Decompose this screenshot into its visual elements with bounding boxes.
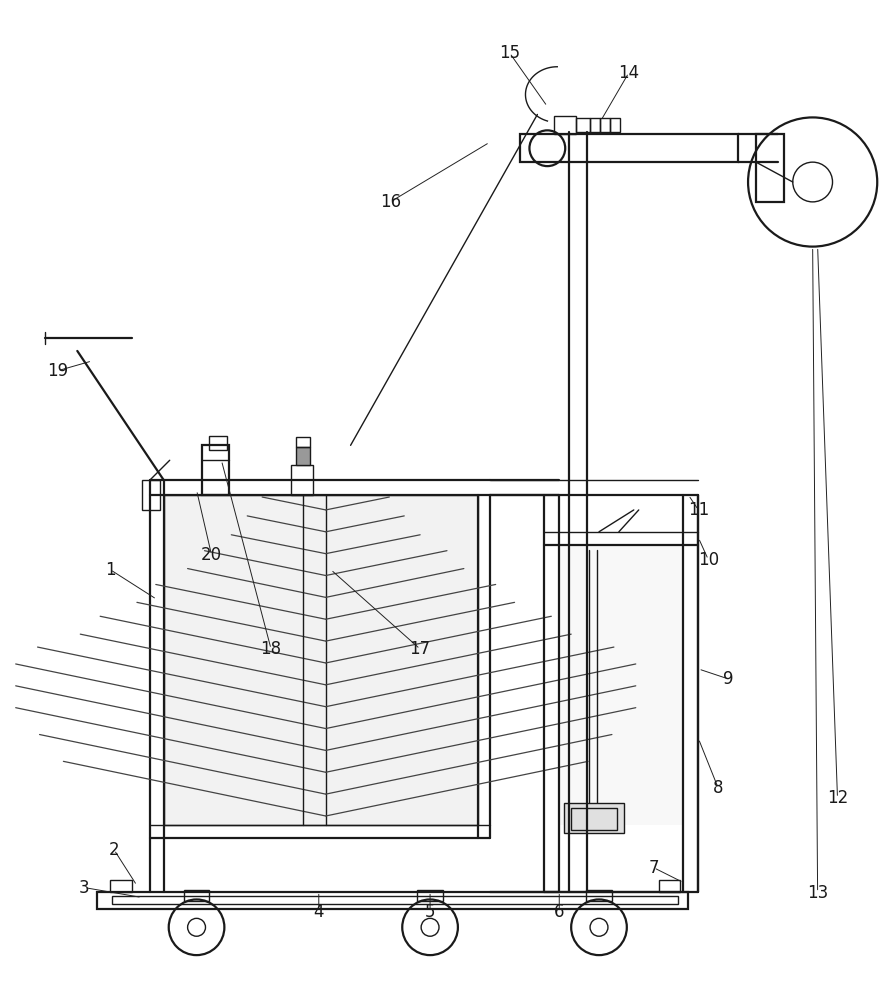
Text: 17: 17: [410, 640, 431, 658]
Text: 6: 6: [554, 903, 564, 921]
Bar: [564, 803, 624, 833]
Bar: [519, 134, 738, 162]
Text: 19: 19: [47, 362, 68, 380]
Text: 7: 7: [648, 859, 659, 877]
Text: 18: 18: [260, 640, 282, 658]
Bar: [184, 890, 209, 901]
Bar: [610, 118, 620, 132]
Text: 14: 14: [618, 64, 639, 82]
Text: 9: 9: [723, 670, 734, 688]
Bar: [586, 890, 612, 901]
Text: 16: 16: [380, 193, 401, 211]
Bar: [296, 447, 310, 465]
Bar: [142, 480, 160, 510]
Bar: [555, 116, 576, 134]
Bar: [600, 118, 610, 132]
Bar: [571, 808, 617, 830]
Text: 13: 13: [807, 884, 828, 902]
Bar: [756, 134, 784, 202]
Bar: [417, 890, 443, 901]
Bar: [112, 896, 678, 904]
Text: 15: 15: [499, 44, 520, 62]
Bar: [97, 892, 689, 909]
Text: 12: 12: [826, 789, 848, 807]
Bar: [110, 880, 132, 892]
Bar: [576, 118, 590, 132]
Text: 20: 20: [201, 546, 222, 564]
Bar: [291, 465, 313, 495]
Text: 4: 4: [313, 903, 324, 921]
Text: 8: 8: [713, 779, 723, 797]
Bar: [163, 495, 478, 825]
Bar: [559, 545, 683, 825]
Bar: [659, 880, 681, 892]
Text: 10: 10: [698, 551, 719, 569]
Bar: [209, 436, 227, 450]
Bar: [201, 445, 230, 495]
Text: 11: 11: [688, 501, 709, 519]
Bar: [590, 118, 600, 132]
Text: 2: 2: [109, 841, 119, 859]
Text: 5: 5: [425, 903, 435, 921]
Text: 3: 3: [79, 879, 89, 897]
Text: 1: 1: [105, 561, 116, 579]
Bar: [296, 437, 310, 447]
